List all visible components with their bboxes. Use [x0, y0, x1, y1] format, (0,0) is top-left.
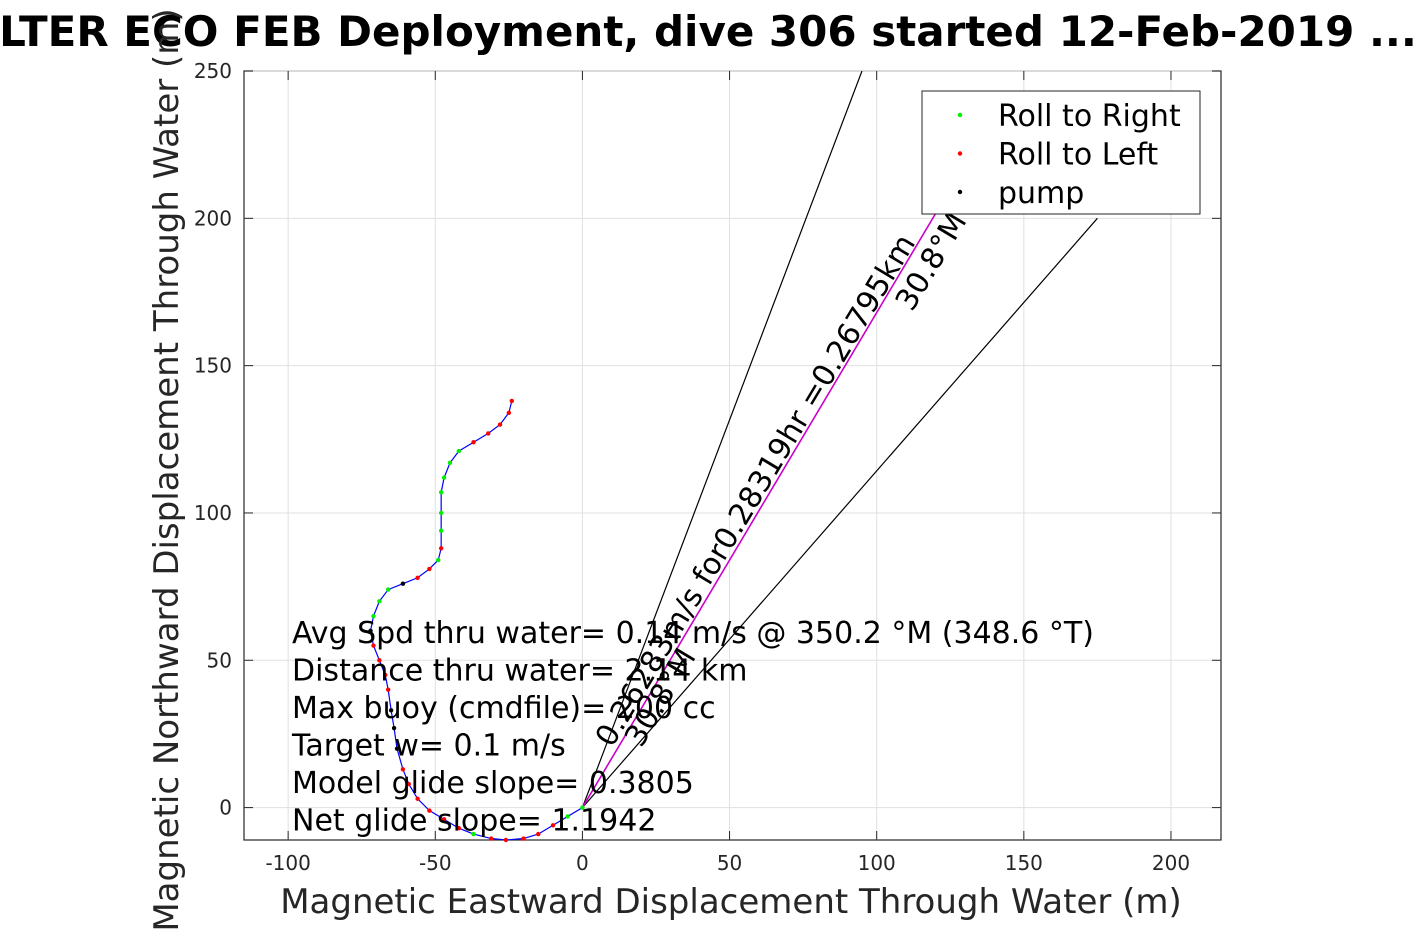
annotation-line-0: Avg Spd thru water= 0.14 m/s @ 350.2 °M … — [292, 616, 1094, 651]
roll-left-point — [385, 687, 391, 692]
x-tick-label: 50 — [717, 851, 742, 875]
roll-left-point — [503, 837, 509, 843]
roll-left-point — [415, 796, 420, 801]
legend-label: Roll to Right — [998, 99, 1181, 134]
grid-lines — [244, 70, 1221, 840]
annotation-block: Avg Spd thru water= 0.14 m/s @ 350.2 °M … — [291, 616, 1094, 839]
roll-left-point — [456, 826, 462, 831]
roll-right-point — [438, 528, 444, 533]
plot-lines — [581, 71, 1098, 808]
roll-left-point — [415, 575, 420, 580]
x-axis-label: Magnetic Eastward Displacement Through W… — [280, 882, 1182, 922]
x-tick-label: -50 — [419, 851, 452, 875]
roll-left-point — [427, 808, 432, 813]
roll-right-point — [377, 599, 382, 604]
roll-right-point — [436, 557, 441, 563]
x-tick-label: 0 — [576, 851, 589, 875]
legend-marker — [957, 151, 963, 156]
sector-line — [581, 71, 863, 808]
pump-point — [400, 581, 406, 586]
roll-left-point — [509, 398, 514, 404]
roll-left-point — [471, 440, 476, 445]
roll-right-point — [371, 613, 376, 619]
heading-line — [581, 188, 951, 808]
pump-point — [388, 708, 394, 713]
roll-left-point — [536, 831, 541, 837]
roll-left-point — [383, 672, 388, 678]
roll-right-point — [456, 448, 462, 454]
pump-point — [394, 746, 400, 751]
legend-marker — [957, 189, 963, 195]
x-tick-label: 200 — [1152, 851, 1190, 875]
annotation-line-3: Target w= 0.1 m/s — [291, 729, 566, 764]
roll-right-point — [438, 490, 444, 495]
roll-left-point — [488, 836, 494, 841]
x-tick-label: 150 — [1005, 851, 1043, 875]
roll-left-point — [400, 767, 406, 772]
y-tick-label: 200 — [194, 206, 232, 230]
pump-point — [368, 628, 373, 634]
roll-right-point — [385, 587, 391, 592]
axis-ticks: -100 -50 0 50 100 150 200 0 50 100 150 200 250 — [194, 59, 1221, 875]
roll-left-point — [506, 410, 512, 415]
roll-left-point — [427, 566, 432, 572]
annotation-line-5: Net glide slope= 1.1942 — [292, 804, 656, 839]
y-tick-label: 50 — [207, 648, 232, 672]
dive-track — [368, 398, 585, 843]
roll-right-point — [471, 831, 476, 837]
y-tick-label: 100 — [194, 501, 232, 525]
chart-title: LTER ECO FEB Deployment, dive 306 starte… — [0, 7, 1417, 56]
roll-right-point — [565, 814, 570, 819]
roll-left-point — [497, 422, 503, 427]
roll-left-point — [438, 546, 444, 551]
roll-left-point — [486, 431, 491, 436]
y-tick-label: 0 — [219, 796, 232, 820]
y-tick-label: 150 — [194, 354, 232, 378]
y-tick-label: 250 — [194, 59, 232, 83]
legend-marker — [957, 112, 963, 118]
y-axis-label: Magnetic Northward Displacement Through … — [147, 8, 187, 931]
annotation-line-1: Distance thru water= 2.14 km — [292, 654, 747, 689]
roll-left-point — [441, 817, 447, 822]
x-tick-label: 100 — [858, 851, 896, 875]
annotation-line-4: Model glide slope= 0.3805 — [292, 766, 694, 801]
roll-left-point — [521, 836, 526, 841]
legend-label: pump — [998, 176, 1084, 211]
roll-left-point — [550, 823, 556, 828]
roll-left-point — [377, 658, 382, 663]
x-tick-label: -100 — [265, 851, 310, 875]
roll-right-point — [447, 460, 453, 466]
pump-point — [391, 725, 397, 731]
roll-left-point — [371, 643, 376, 648]
roll-right-point — [438, 510, 444, 516]
roll-right-point — [441, 475, 447, 480]
legend-box — [921, 90, 1201, 215]
annotation-line-2: Max buoy (cmdfile)= 200 cc — [292, 691, 716, 726]
roll-left-point — [406, 781, 411, 787]
legend-label: Roll to Left — [998, 138, 1158, 173]
roll-right-point — [580, 805, 585, 810]
sector-line — [581, 217, 1098, 808]
